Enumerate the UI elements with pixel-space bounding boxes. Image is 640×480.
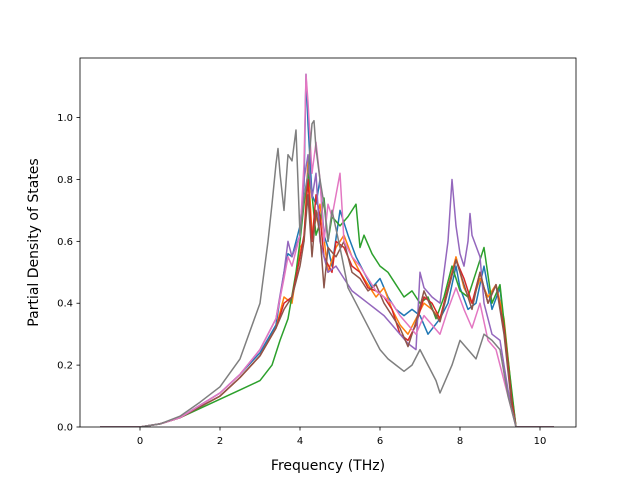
y-tick-label: 1.0 <box>57 113 73 124</box>
y-tick-label: 0.6 <box>57 237 73 248</box>
y-axis-label: Partial Density of States <box>26 158 42 326</box>
y-tick-label: 0.8 <box>57 175 73 186</box>
axes-frame <box>79 57 577 428</box>
series-line-7 <box>100 73 554 427</box>
y-tick-label: 0.4 <box>57 299 73 310</box>
series-line-3 <box>100 172 554 427</box>
x-axis-label: Frequency (THz) <box>271 458 385 474</box>
y-axis-ticks: 0.0 0.2 0.4 0.6 0.8 1.0 <box>57 113 80 434</box>
y-tick-label: 0.0 <box>57 423 73 434</box>
series-line-8 <box>100 119 554 427</box>
series-line-6 <box>100 194 554 427</box>
x-tick-label: 2 <box>217 436 223 447</box>
series-line-1 <box>100 73 554 427</box>
x-tick-label: 6 <box>377 436 383 447</box>
x-tick-label: 8 <box>457 436 463 447</box>
x-tick-label: 10 <box>534 436 547 447</box>
x-axis-ticks: 0 2 4 6 8 10 <box>137 427 547 447</box>
x-tick-label: 4 <box>297 436 303 447</box>
y-tick-label: 0.2 <box>57 361 73 372</box>
x-tick-label: 0 <box>137 436 143 447</box>
plot-area <box>79 57 577 428</box>
series-layer <box>100 73 554 427</box>
